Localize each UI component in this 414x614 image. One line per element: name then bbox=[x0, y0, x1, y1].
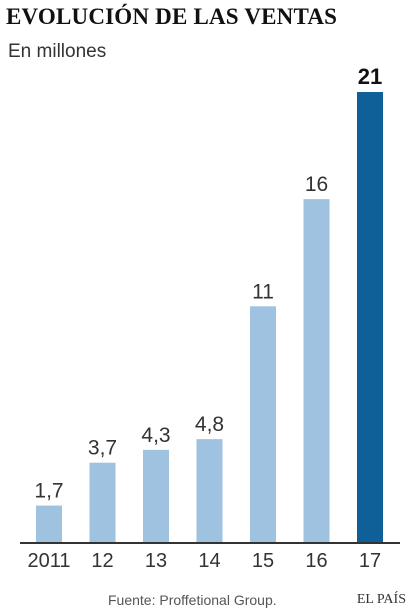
bar-16 bbox=[303, 199, 330, 542]
chart-title: EVOLUCIÓN DE LAS VENTAS bbox=[6, 4, 338, 29]
bar-15 bbox=[250, 306, 276, 542]
x-tick-label-15: 15 bbox=[252, 550, 274, 572]
value-label-13: 4,3 bbox=[141, 424, 170, 447]
x-tick-labels-group: 2011 12 13 14 15 16 17 bbox=[27, 550, 381, 572]
bar-17 bbox=[357, 92, 383, 542]
value-label-16: 16 bbox=[305, 173, 328, 196]
value-label-12: 3,7 bbox=[88, 437, 117, 460]
x-tick-label-2011: 2011 bbox=[27, 550, 70, 572]
value-label-2011: 1,7 bbox=[34, 480, 63, 503]
value-label-17: 21 bbox=[358, 64, 382, 89]
x-tick-label-16: 16 bbox=[305, 550, 327, 572]
x-tick-label-17: 17 bbox=[359, 550, 381, 572]
x-tick-label-13: 13 bbox=[145, 550, 167, 572]
value-label-15: 11 bbox=[252, 280, 274, 303]
bar-13 bbox=[143, 449, 169, 542]
bar-2011 bbox=[36, 505, 62, 542]
value-label-14: 4,8 bbox=[195, 413, 224, 436]
value-labels-group: 1,7 3,7 4,3 4,8 11 16 21 bbox=[34, 64, 382, 503]
bar-12 bbox=[89, 462, 116, 542]
chart-subtitle: En millones bbox=[8, 41, 107, 62]
publisher-logo: EL PAÍS bbox=[356, 592, 406, 607]
source-note: Fuente: Proffetional Group. bbox=[108, 592, 277, 608]
bar-14 bbox=[196, 439, 223, 542]
x-tick-label-12: 12 bbox=[91, 550, 113, 572]
x-tick-label-14: 14 bbox=[198, 550, 220, 572]
bars-group bbox=[36, 92, 383, 542]
